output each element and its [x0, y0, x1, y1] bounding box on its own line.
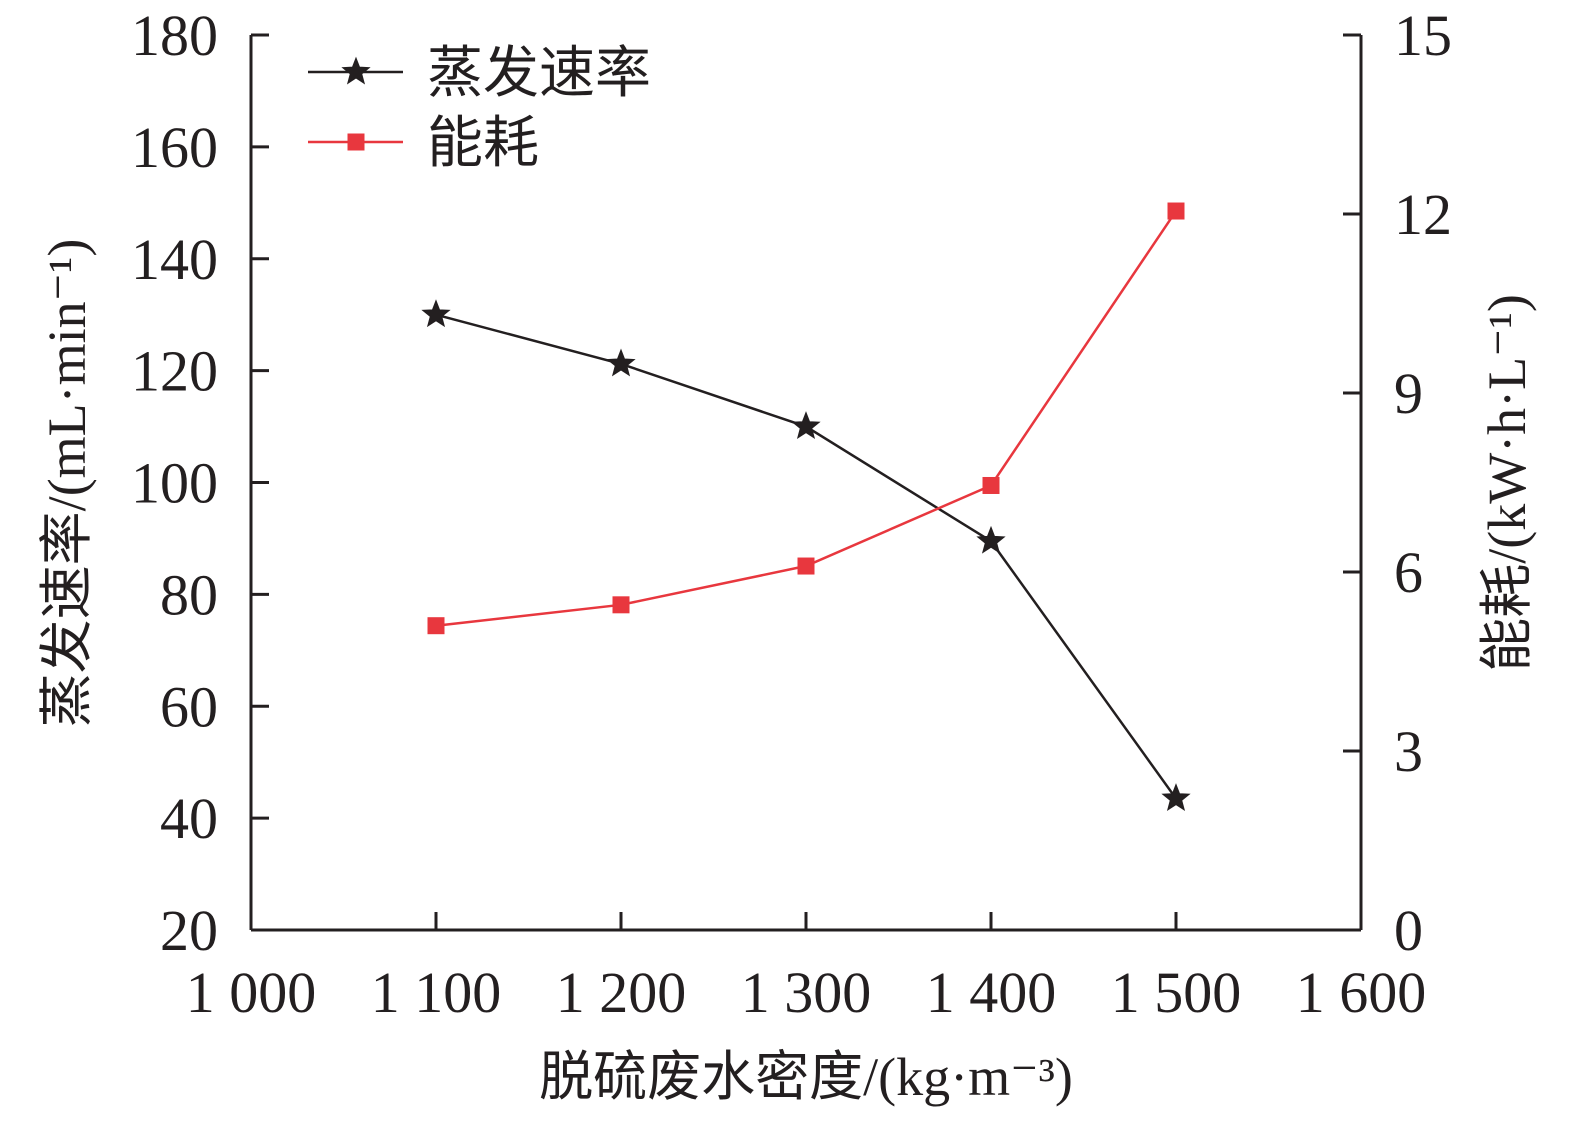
- series-point: [1167, 202, 1185, 220]
- series-point: [976, 525, 1006, 554]
- x-tick-label: 1 600: [1296, 960, 1427, 1025]
- series-point: [427, 617, 445, 635]
- x-tick-label: 1 100: [371, 960, 502, 1025]
- series-point: [606, 348, 636, 377]
- x-tick-label: 1 400: [926, 960, 1057, 1025]
- y-left-tick-label: 80: [160, 562, 218, 627]
- series-point: [612, 596, 630, 614]
- y-left-tick-label: 160: [131, 115, 218, 180]
- legend-marker: [341, 56, 371, 85]
- y-axis-left-title: 蒸发速率/(mL·min⁻¹): [37, 239, 97, 728]
- x-tick-label: 1 300: [741, 960, 872, 1025]
- y-left-tick-label: 100: [131, 451, 218, 516]
- y-left-tick-label: 120: [131, 339, 218, 404]
- y-right-tick-label: 15: [1394, 3, 1452, 68]
- y-right-tick-label: 9: [1394, 361, 1423, 426]
- series-point: [797, 557, 815, 575]
- x-axis-title: 脱硫废水密度/(kg·m⁻³): [539, 1047, 1073, 1107]
- y-left-tick-label: 20: [160, 898, 218, 963]
- series-point: [791, 411, 821, 440]
- y-left-tick-label: 140: [131, 227, 218, 292]
- series-point: [421, 299, 451, 328]
- y-right-tick-label: 3: [1394, 719, 1423, 784]
- y-left-tick-label: 180: [131, 3, 218, 68]
- x-tick-label: 1 500: [1111, 960, 1242, 1025]
- y-right-tick-label: 6: [1394, 540, 1423, 605]
- x-tick-label: 1 200: [556, 960, 687, 1025]
- series-line: [435, 313, 1178, 800]
- legend-label: 能耗: [427, 113, 539, 175]
- series-point: [1161, 783, 1191, 811]
- x-tick-label: 1 000: [186, 960, 317, 1025]
- series-group: [421, 202, 1191, 811]
- y-left-tick-label: 40: [160, 786, 218, 851]
- y-right-tick-label: 0: [1394, 898, 1423, 963]
- legend-marker: [347, 133, 365, 151]
- ticks-group: 1 000 1 100 1 200 1 300 1 400 1 500 1 600 20 40 6…: [131, 3, 1452, 1025]
- axes-group: [249, 35, 1363, 932]
- y-axis-right-title: 能耗/(kW·h·L⁻¹): [1477, 294, 1537, 672]
- y-left-tick-label: 60: [160, 674, 218, 739]
- y-right-tick-label: 12: [1394, 182, 1452, 247]
- legend-label: 蒸发速率: [427, 43, 651, 105]
- series-point: [982, 476, 1000, 494]
